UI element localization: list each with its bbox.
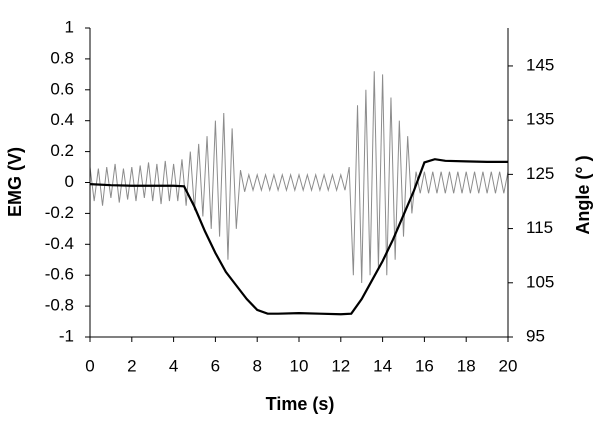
- series-line: [89, 158, 508, 316]
- x-tick-label: 8: [252, 356, 261, 375]
- y-tick-label: 0.2: [50, 141, 74, 160]
- y-tick-label: -0.8: [45, 296, 74, 315]
- y-tick-label: 0.6: [50, 79, 74, 98]
- x-tick-label: 20: [499, 356, 518, 375]
- y-tick-label: -0.6: [45, 265, 74, 284]
- x-tick-label: 2: [127, 356, 136, 375]
- x-tick-label: 14: [373, 356, 392, 375]
- series-line: [89, 71, 509, 283]
- y2-tick-label: 145: [526, 55, 554, 74]
- x-tick-label: 0: [85, 356, 94, 375]
- x-tick-label: 12: [331, 356, 350, 375]
- x-tick-label: 16: [415, 356, 434, 375]
- x-axis-title: Time (s): [266, 394, 335, 414]
- y2-tick-label: 95: [526, 326, 545, 345]
- x-tick-label: 4: [169, 356, 178, 375]
- y-tick-label: 1: [65, 17, 74, 36]
- y-tick-label: -0.2: [45, 203, 74, 222]
- y2-tick-label: 115: [526, 218, 553, 237]
- y2-axis-title: Angle (° ): [573, 155, 593, 234]
- y2-tick-label: 105: [526, 272, 554, 291]
- x-tick-label: 6: [211, 356, 220, 375]
- y2-tick-label: 125: [526, 164, 554, 183]
- y2-tick-label: 135: [526, 110, 554, 129]
- y-axis-title: EMG (V): [5, 147, 25, 217]
- x-tick-label: 10: [290, 356, 309, 375]
- y-tick-label: 0.4: [50, 110, 74, 129]
- y-tick-label: 0.8: [50, 48, 74, 67]
- y-tick-label: -0.4: [45, 234, 74, 253]
- x-tick-label: 18: [457, 356, 476, 375]
- y-tick-label: 0: [65, 172, 74, 191]
- y-tick-label: -1: [59, 326, 74, 345]
